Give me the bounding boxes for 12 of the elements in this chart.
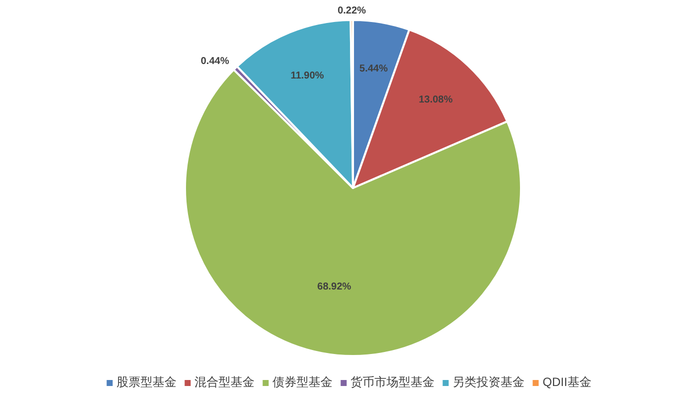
data-label: 11.90% [290, 70, 324, 82]
data-label: 68.92% [317, 282, 352, 293]
legend-label: 混合型基金 [194, 375, 255, 390]
data-label: 5.44% [359, 63, 388, 74]
legend-label: 另类投资基金 [452, 375, 525, 390]
data-label: 0.44% [200, 56, 230, 68]
legend-label: 货币市场型基金 [350, 375, 435, 390]
legend-label: QDII基金 [542, 375, 592, 390]
legend-label: 股票型基金 [116, 375, 177, 390]
data-label: 13.08% [418, 94, 453, 106]
legend-label: 债券型基金 [272, 375, 333, 390]
data-label: 0.22% [338, 6, 366, 17]
